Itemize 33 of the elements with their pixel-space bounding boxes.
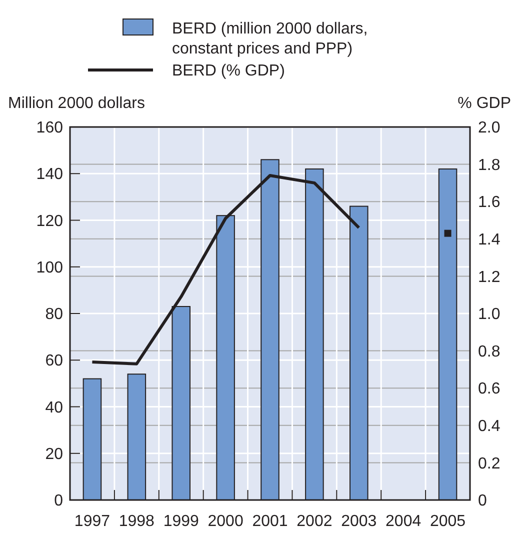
y-axis-title: Million 2000 dollars xyxy=(8,95,145,112)
y2-tick-label: 0.2 xyxy=(478,455,500,472)
y2-tick-label: 2.0 xyxy=(478,120,500,137)
y2-tick-label: 0.8 xyxy=(478,343,500,360)
x-tick-label: 2003 xyxy=(341,513,377,530)
legend-label: BERD (% GDP) xyxy=(172,62,285,80)
x-tick-label: 2002 xyxy=(296,513,332,530)
x-tick-label: 2001 xyxy=(252,513,288,530)
x-tick-label: 2004 xyxy=(386,513,422,530)
y2-tick-label: 1.2 xyxy=(478,268,500,286)
y-tick-label: 100 xyxy=(36,259,64,276)
y-tick-label: 140 xyxy=(36,166,64,184)
y2-tick-label: 0.4 xyxy=(478,418,500,435)
x-tick-label: 1999 xyxy=(163,513,200,530)
y2-tick-label: 1.4 xyxy=(478,232,500,248)
y2-tick-label: 0.6 xyxy=(478,380,500,398)
x-tick-label: 1997 xyxy=(74,513,110,530)
y-tick-label: 120 xyxy=(36,212,64,230)
y-tick-label: 160 xyxy=(36,120,64,137)
y2-tick-label: 1.0 xyxy=(478,306,500,324)
x-tick-label: 1998 xyxy=(118,513,155,530)
y2-axis-title: % GDP xyxy=(458,95,511,112)
y2-tick-label: 0 xyxy=(478,492,487,510)
y2-tick-label: 1.6 xyxy=(478,194,500,212)
y-tick-label: 20 xyxy=(45,446,64,463)
y-tick-label: 80 xyxy=(45,306,64,324)
x-tick-label: 2000 xyxy=(208,513,244,530)
y-tick-label: 60 xyxy=(45,352,64,370)
legend-label: BERD (million 2000 dollars, constant prices and PPP) xyxy=(172,20,368,58)
y2-tick-label: 1.8 xyxy=(478,156,500,174)
x-tick-label: 2005 xyxy=(430,513,466,530)
y-tick-label: 0 xyxy=(54,492,64,510)
y-tick-label: 40 xyxy=(45,399,64,416)
